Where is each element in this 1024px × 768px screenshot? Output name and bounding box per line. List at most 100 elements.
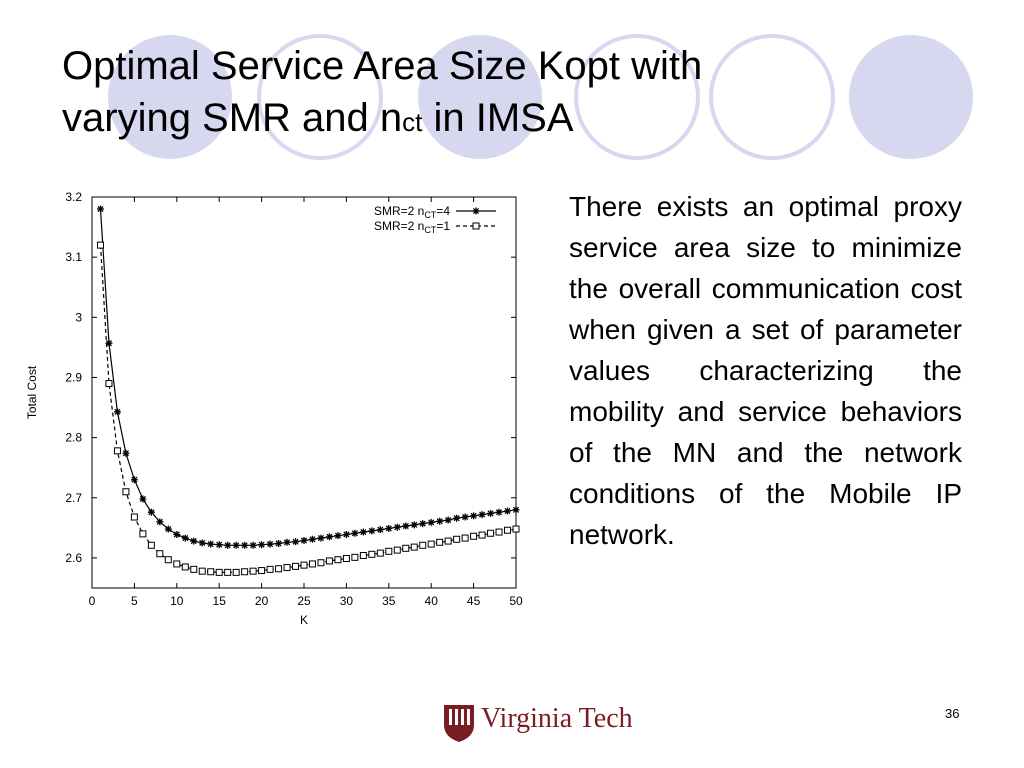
- data-point-square: [308, 560, 316, 568]
- x-tick-label: 50: [509, 594, 523, 608]
- data-point-square: [122, 488, 130, 496]
- data-point-square: [215, 568, 223, 576]
- data-point-star: [385, 524, 393, 532]
- data-point-star: [181, 534, 189, 542]
- data-point-square: [147, 541, 155, 549]
- data-point-square: [393, 546, 401, 554]
- chart-container: 0 5 10 15 20 25 30 35 40 45 50 2.6 2.7 2.8 2.9 3 3.1 3.2 K…: [20, 182, 540, 632]
- data-point-square: [317, 559, 325, 567]
- data-point-star: [96, 205, 104, 213]
- data-point-square: [173, 560, 181, 568]
- data-point-star: [376, 526, 384, 534]
- data-point-square: [113, 447, 121, 455]
- data-point-star: [317, 534, 325, 542]
- body-text: There exists an optimal proxy service ar…: [569, 191, 962, 550]
- x-tick-label: 45: [467, 594, 481, 608]
- y-tick-label: 3.1: [65, 250, 82, 264]
- x-tick-label: 0: [89, 594, 96, 608]
- y-tick-label: 2.7: [65, 491, 82, 505]
- data-point-star: [487, 509, 495, 517]
- plot-frame: [91, 196, 517, 589]
- data-point-star: [342, 530, 350, 538]
- data-point-star: [512, 506, 520, 514]
- total-cost-chart: 0 5 10 15 20 25 30 35 40 45 50 2.6 2.7 2.8 2.9 3 3.1 3.2 K…: [25, 190, 523, 627]
- data-point-star: [156, 518, 164, 526]
- data-point-star: [215, 541, 223, 549]
- data-point-star: [105, 339, 113, 347]
- data-point-square: [461, 534, 469, 542]
- legend-label-1: SMR=2 nCT=4: [374, 204, 450, 220]
- x-axis-label: K: [300, 613, 308, 627]
- slide-title: Optimal Service Area Size Kopt with vary…: [62, 40, 862, 148]
- data-point-square: [241, 568, 249, 576]
- data-point-square: [402, 544, 410, 552]
- data-point-square: [385, 547, 393, 555]
- data-point-square: [207, 568, 215, 576]
- data-point-square: [472, 222, 480, 230]
- data-point-star: [504, 507, 512, 515]
- data-point-star: [198, 539, 206, 547]
- data-point-star: [419, 520, 427, 528]
- title-line-2-sub: ct: [402, 107, 423, 137]
- x-tick-label: 20: [255, 594, 269, 608]
- data-point-square: [190, 565, 198, 573]
- x-tick-label: 30: [340, 594, 354, 608]
- data-point-star: [334, 532, 342, 540]
- y-tick-label: 3: [75, 310, 82, 324]
- data-point-square: [427, 540, 435, 548]
- data-point-star: [410, 521, 418, 529]
- data-point-square: [283, 564, 291, 572]
- data-point-square: [164, 556, 172, 564]
- data-point-square: [342, 555, 350, 563]
- data-point-square: [275, 565, 283, 573]
- data-point-star: [173, 530, 181, 538]
- deco-circle-filled: [849, 35, 973, 159]
- hokie-shield-icon: [444, 705, 474, 742]
- data-point-square: [470, 532, 478, 540]
- data-point-star: [147, 508, 155, 516]
- data-point-star: [308, 535, 316, 543]
- y-tick-label: 2.9: [65, 370, 82, 384]
- slide-number: 36: [945, 706, 960, 721]
- x-tick-label: 15: [213, 594, 227, 608]
- data-point-square: [139, 530, 147, 538]
- logo-text: Virginia Tech: [481, 703, 633, 734]
- data-point-square: [96, 241, 104, 249]
- data-point-star: [478, 511, 486, 519]
- data-point-square: [224, 568, 232, 576]
- data-point-star: [427, 518, 435, 526]
- data-point-square: [478, 531, 486, 539]
- data-point-star: [241, 541, 249, 549]
- data-point-star: [393, 523, 401, 531]
- data-point-square: [376, 549, 384, 557]
- data-point-square: [359, 552, 367, 560]
- data-point-square: [444, 537, 452, 545]
- data-point-star: [292, 538, 300, 546]
- data-point-star: [224, 541, 232, 549]
- data-point-star: [495, 508, 503, 516]
- title-line-2-pre: varying SMR and n: [62, 96, 403, 140]
- data-point-square: [130, 513, 138, 521]
- data-point-star: [368, 527, 376, 535]
- data-point-square: [292, 562, 300, 570]
- data-point-square: [266, 565, 274, 573]
- data-point-star: [249, 541, 257, 549]
- x-tick-label: 5: [131, 594, 138, 608]
- title-line-2-post: in IMSA: [422, 96, 574, 140]
- data-point-star: [461, 513, 469, 521]
- data-point-square: [105, 379, 113, 387]
- data-point-square: [232, 568, 240, 576]
- data-point-star: [232, 541, 240, 549]
- x-tick-label: 25: [297, 594, 311, 608]
- data-point-star: [130, 476, 138, 484]
- data-point-star: [113, 408, 121, 416]
- data-point-square: [453, 535, 461, 543]
- data-point-square: [504, 526, 512, 534]
- data-point-star: [258, 541, 266, 549]
- legend-label-2: SMR=2 nCT=1: [374, 219, 450, 235]
- y-tick-label: 2.8: [65, 431, 82, 445]
- data-point-star: [453, 514, 461, 522]
- data-point-star: [351, 529, 359, 537]
- y-tick-label: 3.2: [65, 190, 82, 204]
- data-point-square: [249, 567, 257, 575]
